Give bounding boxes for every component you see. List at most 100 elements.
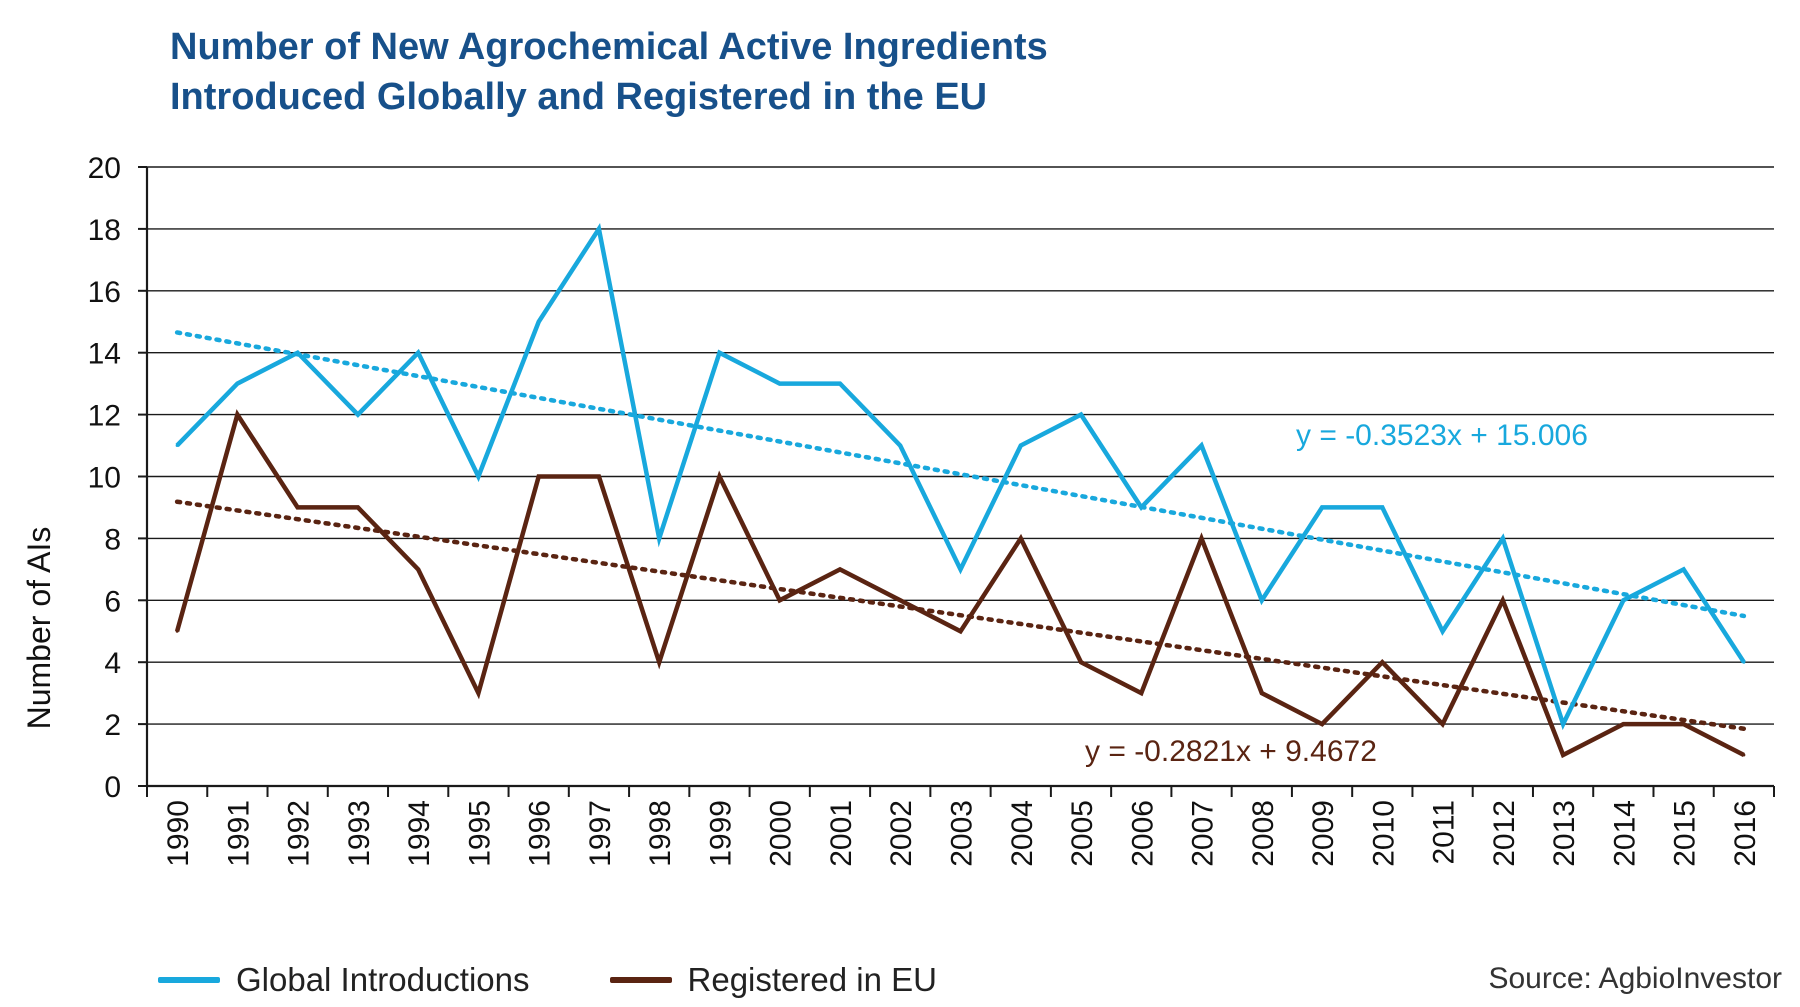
- y-tick-label-8: 8: [104, 523, 121, 556]
- data-point-global-2011: [1441, 629, 1445, 633]
- data-point-global-2002: [898, 444, 902, 448]
- trend-equation-global: y = -0.3523x + 15.006: [1296, 419, 1588, 452]
- x-tick-label-2000: 2000: [765, 800, 798, 867]
- data-point-eu-1992: [296, 505, 300, 509]
- data-point-eu-1993: [356, 505, 360, 509]
- y-tick-label-12: 12: [88, 400, 121, 433]
- y-tick-label-0: 0: [104, 771, 121, 804]
- y-tick-label-16: 16: [88, 276, 121, 309]
- x-tick-label-2001: 2001: [825, 800, 858, 867]
- data-point-eu-1994: [416, 567, 420, 571]
- x-tick-label-1996: 1996: [524, 800, 557, 867]
- data-point-global-2016: [1742, 660, 1746, 664]
- data-point-eu-2008: [1260, 691, 1264, 695]
- data-point-global-1993: [356, 413, 360, 417]
- trendline-equations: y = -0.3523x + 15.006 y = -0.2821x + 9.46…: [1085, 419, 1588, 768]
- data-point-eu-2004: [1019, 536, 1023, 540]
- data-point-global-1990: [175, 444, 179, 448]
- data-point-eu-2013: [1561, 753, 1565, 757]
- data-point-eu-1991: [235, 413, 239, 417]
- series-line-eu: [174, 409, 1745, 759]
- y-tick-label-4: 4: [104, 647, 121, 680]
- x-tick-label-2005: 2005: [1066, 800, 1099, 867]
- data-point-global-2015: [1682, 567, 1686, 571]
- data-point-global-2010: [1380, 505, 1384, 509]
- data-point-global-1991: [235, 382, 239, 386]
- data-point-global-2006: [1139, 505, 1143, 509]
- x-tick-label-2009: 2009: [1307, 800, 1340, 867]
- data-point-global-2004: [1019, 444, 1023, 448]
- y-tick-label-10: 10: [88, 462, 121, 495]
- legend-item-eu: Registered in EU: [609, 961, 937, 999]
- x-tick-label-1993: 1993: [343, 800, 376, 867]
- y-tick-label-14: 14: [88, 338, 121, 371]
- x-tick-label-2014: 2014: [1608, 800, 1641, 867]
- chart-title-line-2: Introduced Globally and Registered in th…: [170, 76, 988, 118]
- x-tick-label-1992: 1992: [283, 800, 316, 867]
- data-point-eu-1996: [537, 475, 541, 478]
- x-tick-label-2006: 2006: [1126, 800, 1159, 867]
- x-tick-label-2016: 2016: [1729, 800, 1762, 867]
- axes: [138, 166, 1775, 797]
- x-tick-label-2008: 2008: [1247, 800, 1280, 867]
- trendlines: [174, 330, 1747, 731]
- x-tick-label-1991: 1991: [222, 800, 255, 867]
- legend-swatch-eu: [609, 977, 672, 983]
- data-point-global-1996: [537, 320, 541, 324]
- data-point-global-2013: [1561, 722, 1565, 726]
- x-tick-label-2015: 2015: [1669, 800, 1702, 867]
- data-point-eu-2016: [1742, 753, 1746, 757]
- x-tick-labels: 1990 1991 1992 1993 1994 1995 1996 1997 1998 1999…: [162, 800, 1762, 867]
- data-point-global-1995: [476, 475, 480, 478]
- data-point-eu-2001: [838, 567, 842, 571]
- x-tick-label-2004: 2004: [1006, 800, 1039, 867]
- y-axis-label: Number of AIs: [21, 527, 57, 730]
- data-point-eu-1990: [175, 629, 179, 633]
- data-point-global-1997: [597, 227, 601, 231]
- y-tick-label-18: 18: [88, 214, 121, 247]
- data-point-global-2009: [1320, 505, 1324, 509]
- data-point-global-2003: [959, 567, 962, 571]
- trend-equation-eu: y = -0.2821x + 9.4672: [1085, 735, 1377, 768]
- data-point-global-2005: [1079, 413, 1083, 417]
- data-point-eu-2000: [778, 598, 782, 602]
- x-tick-label-2007: 2007: [1187, 800, 1220, 867]
- data-point-global-1998: [657, 536, 661, 540]
- x-tick-label-1995: 1995: [463, 800, 496, 867]
- data-point-eu-2007: [1200, 536, 1204, 540]
- data-point-global-2008: [1260, 598, 1264, 602]
- data-point-eu-1999: [717, 475, 721, 478]
- y-tick-labels: 0 2 4 6 8 10 12 14 16 18 20: [88, 152, 121, 804]
- legend-item-global: Global Introductions: [158, 961, 530, 999]
- data-point-eu-2005: [1079, 660, 1083, 664]
- data-point-eu-1998: [657, 660, 661, 664]
- legend-label-eu: Registered in EU: [687, 961, 937, 998]
- x-tick-label-2011: 2011: [1428, 800, 1461, 865]
- data-point-eu-2003: [959, 629, 962, 633]
- data-point-global-2007: [1200, 444, 1204, 448]
- y-tick-label-2: 2: [104, 709, 121, 742]
- x-tick-label-2012: 2012: [1488, 800, 1521, 867]
- data-point-eu-2015: [1682, 722, 1686, 726]
- x-tick-label-1990: 1990: [162, 800, 195, 867]
- data-point-global-1994: [416, 351, 420, 355]
- data-point-eu-2006: [1139, 691, 1143, 695]
- data-point-eu-1997: [597, 475, 601, 478]
- data-point-eu-2009: [1320, 722, 1324, 726]
- data-point-eu-2010: [1380, 660, 1384, 664]
- data-point-global-1999: [717, 351, 721, 355]
- data-point-global-2001: [838, 382, 842, 386]
- legend-swatch-global: [158, 977, 220, 983]
- trendline-eu: [174, 499, 1747, 731]
- data-point-global-2012: [1501, 536, 1505, 540]
- x-tick-label-2013: 2013: [1548, 800, 1581, 867]
- x-tick-label-1994: 1994: [403, 800, 436, 867]
- x-tick-label-1999: 1999: [704, 800, 737, 867]
- source-note: Source: AgbioInvestor: [1488, 962, 1782, 995]
- data-point-eu-2011: [1441, 722, 1445, 726]
- legend-label-global: Global Introductions: [236, 961, 530, 998]
- y-tick-label-6: 6: [104, 585, 121, 618]
- data-point-eu-2014: [1621, 722, 1625, 726]
- x-tick-label-1998: 1998: [644, 800, 677, 867]
